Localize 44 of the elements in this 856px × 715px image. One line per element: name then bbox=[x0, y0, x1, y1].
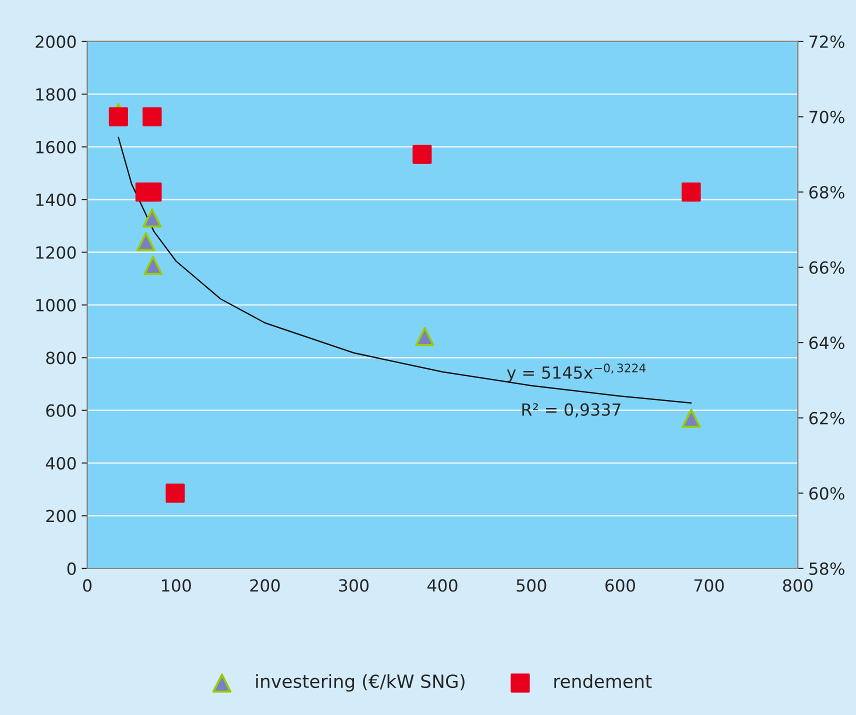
legend-label: rendement bbox=[554, 674, 652, 688]
legend-label: investering (€/kW SNG) bbox=[256, 674, 465, 692]
x-tick-label: 700 bbox=[694, 579, 724, 592]
y-tick-label: 2000 bbox=[36, 35, 76, 48]
point bbox=[142, 182, 162, 202]
y-tick-label: 0 bbox=[67, 562, 76, 575]
point bbox=[415, 327, 434, 346]
x-tick-label: 300 bbox=[339, 579, 369, 592]
point bbox=[682, 408, 701, 428]
y2-tick-label: 70% bbox=[810, 110, 844, 124]
y2-tick-label: 62% bbox=[809, 412, 844, 424]
point bbox=[412, 144, 432, 164]
x-tick-label: 600 bbox=[605, 579, 635, 592]
point bbox=[142, 208, 162, 228]
point bbox=[682, 182, 701, 202]
y-tick-label: 1000 bbox=[36, 298, 76, 312]
x-tick-label: 200 bbox=[250, 579, 280, 592]
point bbox=[142, 107, 162, 126]
y2-tick-label: 58% bbox=[809, 562, 844, 575]
annotation: R² = 0,9337 bbox=[522, 403, 620, 418]
y-tick-label: 200 bbox=[46, 510, 76, 522]
x-tick-label: 500 bbox=[516, 579, 546, 592]
point bbox=[166, 484, 185, 503]
line-series bbox=[118, 136, 692, 404]
y-tick-label: 1200 bbox=[36, 246, 76, 259]
y2-tick-label: 68% bbox=[809, 186, 844, 199]
y-tick-label: 1400 bbox=[36, 194, 76, 206]
y-tick-label: 1800 bbox=[36, 88, 76, 101]
x-tick-label: 100 bbox=[162, 579, 191, 592]
y-tick-label: 1600 bbox=[36, 140, 76, 154]
x-tick-label: 400 bbox=[427, 579, 458, 592]
y2-tick-label: 72% bbox=[810, 35, 844, 48]
x-tick-label: 800 bbox=[783, 579, 813, 592]
point bbox=[136, 232, 156, 252]
point bbox=[108, 107, 128, 126]
annotation: y = 5145x$^{−0,3224}$ bbox=[506, 364, 646, 382]
y2-tick-label: 64% bbox=[809, 336, 844, 350]
y-tick-label: 600 bbox=[46, 404, 76, 417]
point bbox=[143, 256, 163, 275]
y-tick-label: 400 bbox=[46, 456, 76, 470]
y2-tick-label: 66% bbox=[809, 261, 844, 274]
y2-tick-label: 60% bbox=[809, 487, 844, 500]
x-tick-label: 0 bbox=[83, 579, 92, 592]
y-tick-label: 800 bbox=[46, 352, 76, 364]
